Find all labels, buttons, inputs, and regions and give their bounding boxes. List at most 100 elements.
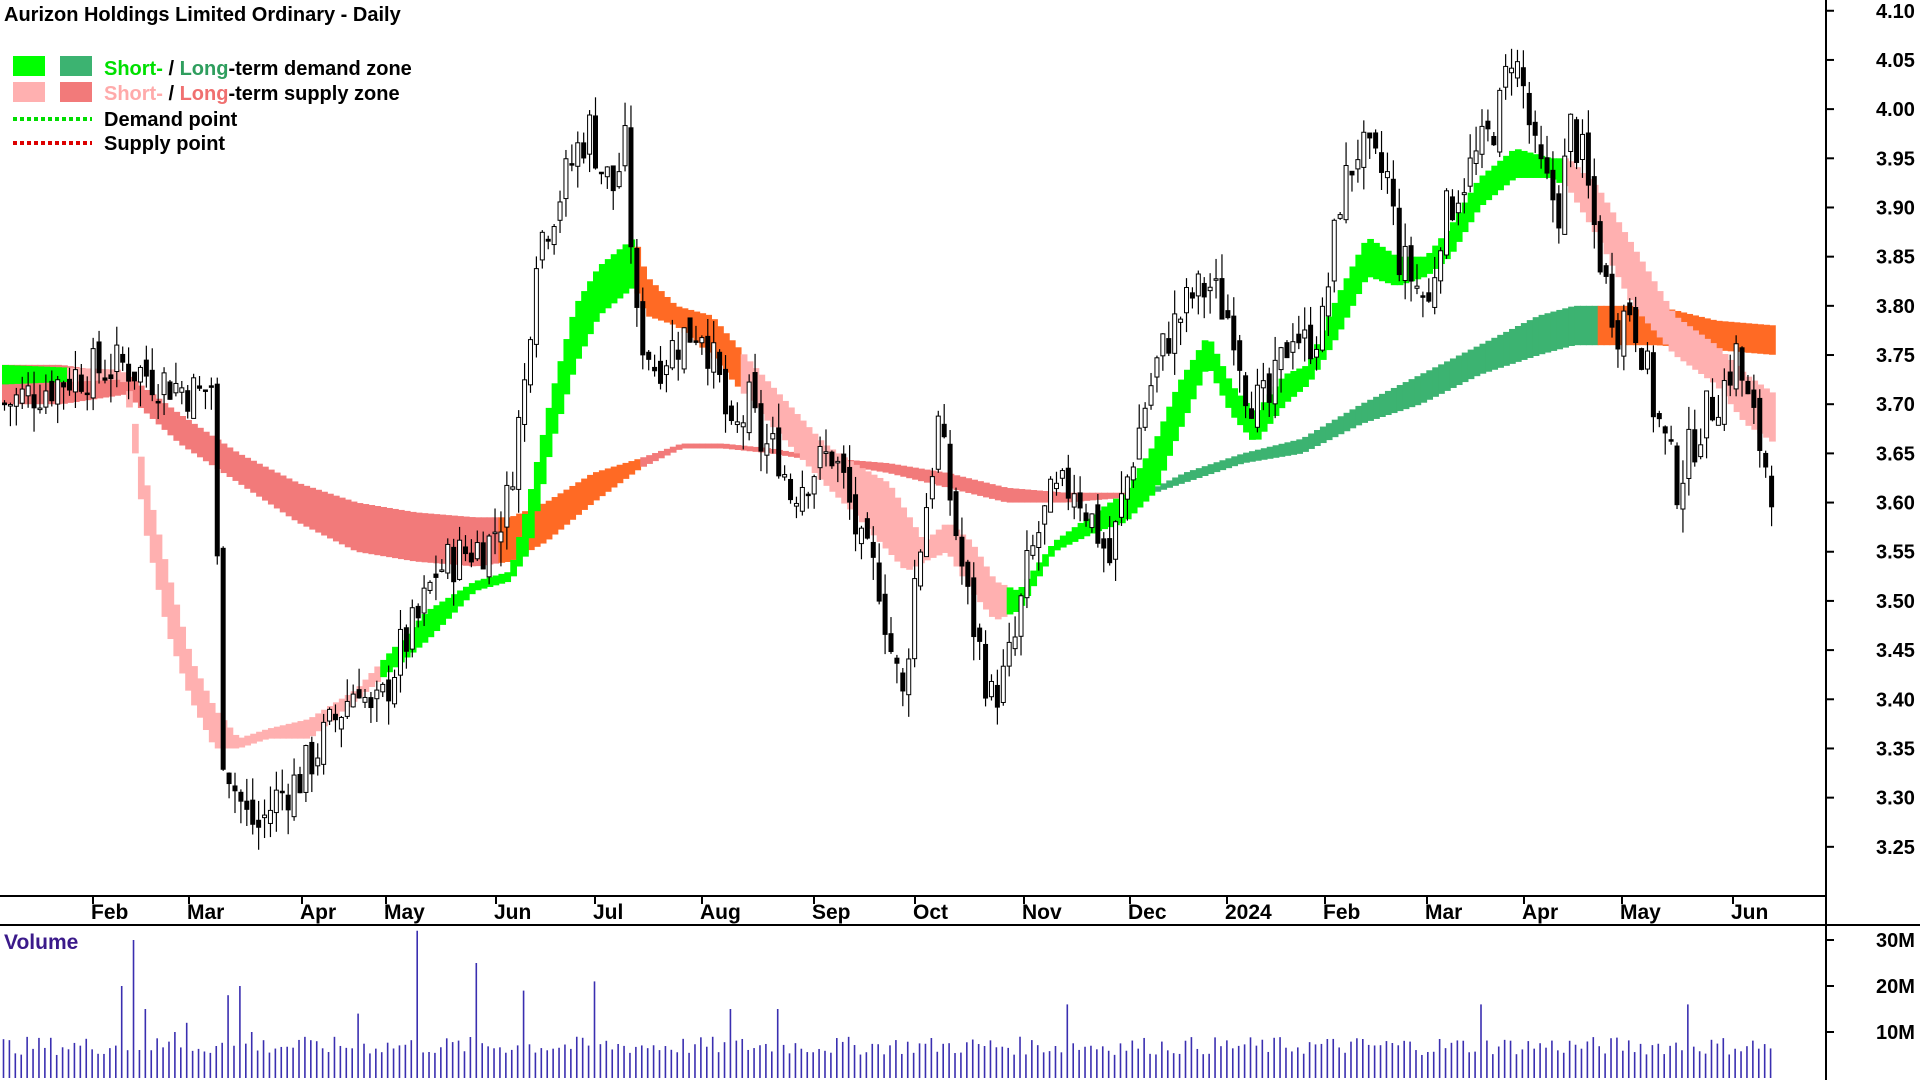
zone-strip xyxy=(1101,492,1108,500)
zone-strip xyxy=(1095,492,1103,500)
zone-strip xyxy=(1432,367,1439,397)
candle-body xyxy=(1089,513,1095,529)
zone-strip xyxy=(1325,423,1333,441)
zone-strip xyxy=(143,485,151,536)
zone-strip xyxy=(522,514,529,557)
candle-body xyxy=(1668,439,1674,442)
zone-strip xyxy=(167,407,175,436)
zone-strip xyxy=(1048,546,1055,557)
zone-strip xyxy=(1526,320,1534,358)
x-tick-label: Feb xyxy=(1323,901,1360,924)
zone-strip xyxy=(380,506,387,557)
zone-strip xyxy=(663,296,671,323)
zone-strip xyxy=(185,648,192,691)
zone-strip xyxy=(1455,212,1463,242)
candle-body xyxy=(474,542,480,560)
candle-body xyxy=(1278,347,1284,371)
zone-strip xyxy=(610,254,618,304)
candle-body xyxy=(1438,250,1444,282)
zone-strip xyxy=(1189,359,1197,400)
candle-body xyxy=(1686,428,1692,479)
candle-body xyxy=(1213,278,1219,281)
zone-strip xyxy=(197,678,204,718)
candle-body xyxy=(457,539,463,580)
zone-strip xyxy=(102,371,110,398)
y-tick-label: 3.70 xyxy=(1876,394,1915,416)
candle-body xyxy=(1656,413,1662,420)
zone-strip xyxy=(1532,317,1540,357)
zone-strip xyxy=(1024,489,1032,503)
zone-strip xyxy=(1402,382,1410,410)
zone-strip xyxy=(1030,570,1038,587)
candle-body xyxy=(49,380,55,402)
zone-strip xyxy=(1059,535,1067,548)
zone-strip xyxy=(362,679,370,692)
candle-body xyxy=(1597,221,1603,273)
zone-strip xyxy=(1497,160,1504,191)
zone-strip xyxy=(1213,353,1221,384)
zone-strip xyxy=(569,485,577,520)
zone-strip xyxy=(179,626,187,674)
zone-strip xyxy=(1733,322,1741,352)
zone-strip xyxy=(1113,492,1120,499)
zone-strip xyxy=(557,361,565,415)
candle-body xyxy=(285,794,291,811)
zone-strip xyxy=(1432,245,1439,269)
candle-body xyxy=(1053,482,1059,490)
zone-strip xyxy=(262,729,269,740)
candle-body xyxy=(55,379,61,405)
zone-strip xyxy=(173,604,181,657)
zone-strip xyxy=(1036,562,1043,577)
candle-body xyxy=(415,605,421,619)
x-tick-label: 2024 xyxy=(1225,901,1272,924)
zone-strip xyxy=(622,244,630,294)
zone-strip xyxy=(474,580,482,591)
zone-strip xyxy=(1107,492,1114,499)
candle-body xyxy=(350,693,356,708)
zone-strip xyxy=(179,416,187,446)
zone-strip xyxy=(1166,480,1173,488)
candle-body xyxy=(634,247,640,308)
zone-strip xyxy=(474,517,482,567)
candle-body xyxy=(711,342,717,373)
zone-strip xyxy=(421,614,429,643)
zone-strip xyxy=(983,566,990,610)
candle-body xyxy=(563,158,569,200)
zone-strip xyxy=(1715,348,1723,389)
zone-strip xyxy=(273,726,281,739)
zone-strip xyxy=(350,501,358,551)
zone-strip xyxy=(646,455,653,464)
zone-strip xyxy=(143,389,151,414)
zone-strip xyxy=(1379,246,1386,282)
zone-strip xyxy=(1343,412,1351,432)
candle-body xyxy=(1337,214,1343,219)
zone-strip xyxy=(114,373,121,396)
zone-strip xyxy=(226,727,234,749)
zone-strip xyxy=(2,364,9,405)
zone-strip xyxy=(1006,587,1014,615)
zone-strip xyxy=(1449,222,1457,252)
candle-body xyxy=(1237,340,1243,371)
zone-strip xyxy=(711,319,718,359)
zone-strip xyxy=(1012,488,1020,503)
candle-body xyxy=(1455,202,1461,214)
zone-strip xyxy=(1704,318,1711,350)
zone-strip xyxy=(793,414,801,454)
zone-strip xyxy=(923,469,931,483)
candle-body xyxy=(1414,285,1420,289)
zone-strip xyxy=(368,673,376,687)
zone-strip xyxy=(1361,242,1369,283)
candle-body xyxy=(983,643,989,699)
zone-strip xyxy=(959,476,967,492)
zone-strip xyxy=(309,717,317,737)
zone-strip xyxy=(1325,316,1333,351)
zone-strip xyxy=(415,512,423,562)
candle-body xyxy=(900,672,906,692)
zone-strip xyxy=(1373,242,1380,280)
zone-strip xyxy=(1195,350,1203,386)
candle-body xyxy=(628,127,634,248)
candle-body xyxy=(551,226,557,246)
zone-strip xyxy=(1361,402,1369,423)
candle-body xyxy=(1467,157,1473,187)
